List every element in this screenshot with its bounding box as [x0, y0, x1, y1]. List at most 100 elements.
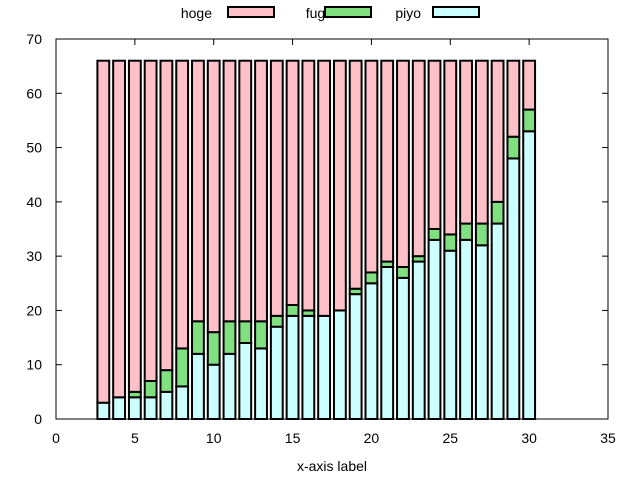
- bar-segment-hoge: [254, 59, 268, 323]
- bar-segment-hoge: [411, 59, 426, 258]
- bar-segment-piyo: [396, 276, 410, 420]
- legend-swatch-hoge: [227, 6, 275, 18]
- bar-segment-fuga: [206, 331, 221, 366]
- bar-segment-hoge: [301, 59, 316, 312]
- bar-segment-hoge: [317, 59, 332, 317]
- bar-segment-hoge: [238, 59, 253, 323]
- bar-segment-piyo: [191, 352, 205, 421]
- bars-group: [96, 59, 537, 421]
- x-tick-label: 0: [52, 430, 60, 446]
- bar-segment-piyo: [411, 260, 426, 421]
- y-tick-label: 50: [26, 140, 42, 156]
- bar-segment-fuga: [159, 369, 174, 393]
- legend-label-piyo: piyo: [395, 5, 421, 21]
- bar-segment-piyo: [112, 396, 126, 420]
- legend: hoge fuga piyo: [181, 5, 480, 21]
- bar-segment-hoge: [127, 59, 142, 393]
- bar-segment-piyo: [301, 314, 316, 421]
- bar-segment-fuga: [490, 200, 505, 225]
- x-tick-label: 10: [206, 430, 222, 446]
- bar-segment-piyo: [127, 396, 142, 420]
- legend-label-hoge: hoge: [181, 5, 212, 21]
- bar-segment-hoge: [506, 59, 521, 138]
- bar-segment-piyo: [522, 130, 537, 421]
- bar-segment-hoge: [443, 59, 458, 236]
- bar-segment-hoge: [112, 59, 126, 399]
- y-tick-label: 0: [34, 411, 42, 427]
- x-tick-label: 15: [285, 430, 301, 446]
- bar-segment-fuga: [443, 233, 458, 252]
- bar-segment-fuga: [175, 347, 190, 388]
- bar-segment-fuga: [143, 380, 158, 399]
- bar-segment-fuga: [506, 135, 521, 160]
- bar-segment-hoge: [269, 59, 284, 317]
- bar-segment-piyo: [364, 282, 379, 420]
- bar-segment-piyo: [96, 401, 111, 421]
- bar-segment-hoge: [191, 59, 205, 323]
- bar-segment-piyo: [474, 244, 489, 420]
- bar-segment-piyo: [332, 309, 347, 420]
- bar-segment-piyo: [506, 157, 521, 421]
- bar-segment-hoge: [427, 59, 442, 231]
- bar-segment-fuga: [269, 314, 284, 328]
- bar-segment-hoge: [396, 59, 410, 269]
- y-tick-label: 30: [26, 248, 42, 264]
- bar-segment-hoge: [490, 59, 505, 203]
- bar-segment-hoge: [96, 59, 111, 404]
- y-tick-labels: 0 10 20 30 40 50 60 70: [26, 31, 42, 427]
- bar-segment-hoge: [348, 59, 363, 290]
- x-tick-label: 5: [131, 430, 139, 446]
- bar-segment-fuga: [238, 320, 253, 344]
- bar-segment-piyo: [206, 363, 221, 421]
- bar-segment-piyo: [254, 347, 268, 420]
- y-tick-label: 20: [26, 302, 42, 318]
- bar-segment-hoge: [332, 59, 347, 312]
- bar-segment-piyo: [143, 396, 158, 420]
- legend-swatch-fuga: [324, 6, 372, 18]
- x-tick-label: 35: [600, 430, 616, 446]
- x-tick-label: 30: [521, 430, 537, 446]
- bar-segment-piyo: [427, 238, 442, 420]
- bar-segment-hoge: [159, 59, 174, 372]
- bar-segment-hoge: [285, 59, 300, 307]
- bar-segment-hoge: [364, 59, 379, 274]
- bar-segment-hoge: [175, 59, 190, 350]
- bar-segment-fuga: [222, 320, 237, 355]
- bar-segment-fuga: [396, 266, 410, 279]
- bar-segment-fuga: [285, 304, 300, 317]
- x-axis-label: x-axis label: [297, 458, 367, 474]
- bar-segment-piyo: [348, 293, 363, 420]
- bar-segment-piyo: [490, 222, 505, 420]
- bar-segment-piyo: [175, 385, 190, 420]
- bar-segment-piyo: [238, 342, 253, 420]
- bar-segment-fuga: [522, 108, 537, 133]
- bar-segment-piyo: [222, 352, 237, 421]
- x-tick-label: 25: [442, 430, 458, 446]
- bar-segment-hoge: [459, 59, 473, 225]
- bar-segment-hoge: [474, 59, 489, 225]
- bar-segment-piyo: [159, 390, 174, 421]
- bar-segment-fuga: [254, 320, 268, 350]
- plot-frame: [55, 38, 609, 420]
- bar-segment-fuga: [459, 222, 473, 241]
- y-tick-label: 40: [26, 194, 42, 210]
- bar-segment-hoge: [522, 59, 537, 111]
- bar-segment-fuga: [427, 228, 442, 241]
- bar-segment-hoge: [143, 59, 158, 382]
- bar-segment-piyo: [443, 249, 458, 420]
- bar-segment-fuga: [474, 222, 489, 247]
- bar-segment-hoge: [380, 59, 395, 263]
- y-tick-label: 70: [26, 31, 42, 47]
- y-tick-label: 60: [26, 85, 42, 101]
- bar-segment-piyo: [459, 238, 473, 420]
- bar-segment-piyo: [285, 314, 300, 421]
- bar-segment-piyo: [380, 266, 395, 420]
- x-tick-labels: 0 5 10 15 20 25 30 35: [52, 430, 616, 446]
- x-tick-label: 20: [364, 430, 380, 446]
- bar-segment-hoge: [206, 59, 221, 334]
- bar-segment-piyo: [317, 314, 332, 421]
- legend-swatch-piyo: [432, 6, 480, 18]
- bar-segment-piyo: [269, 325, 284, 421]
- bar-segment-fuga: [364, 271, 379, 285]
